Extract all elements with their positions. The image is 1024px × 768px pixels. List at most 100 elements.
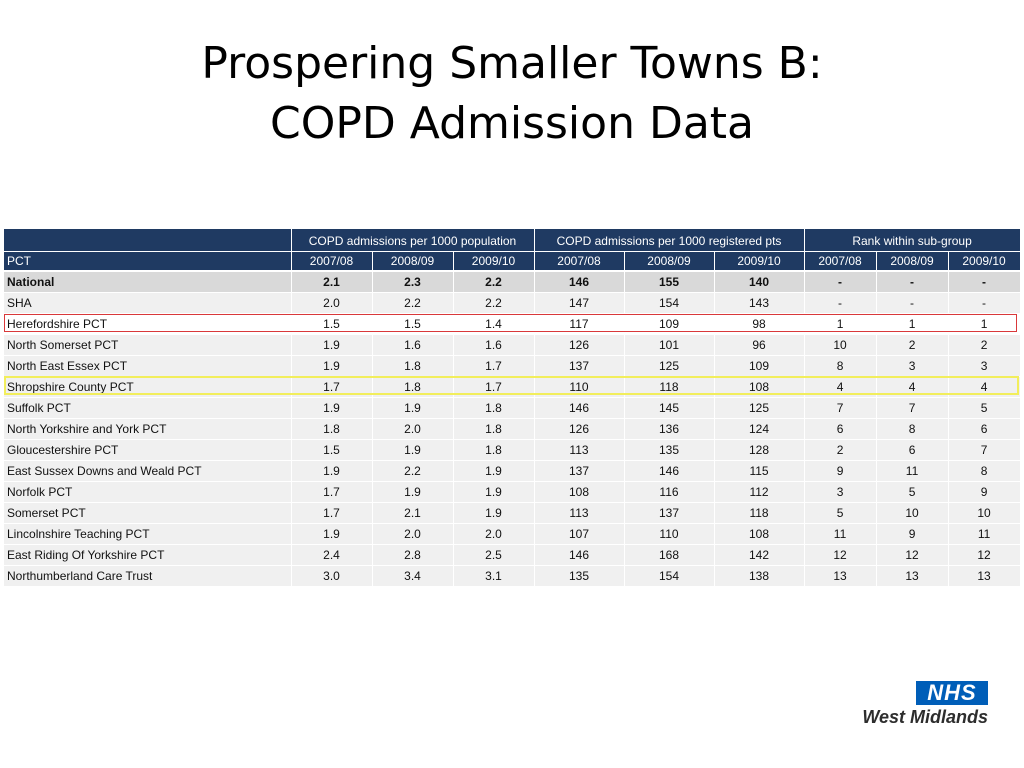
value-cell: 1.5: [291, 439, 373, 461]
value-cell: -: [948, 271, 1021, 293]
value-cell: 108: [534, 481, 625, 503]
pct-name-cell: Lincolnshire Teaching PCT: [4, 523, 292, 545]
value-cell: 1.8: [372, 376, 454, 398]
value-cell: 2: [948, 334, 1021, 356]
value-cell: 5: [876, 481, 949, 503]
year-header: 2008/09: [372, 251, 454, 272]
value-cell: -: [804, 292, 877, 314]
group-header-rank: Rank within sub-group: [804, 229, 1021, 252]
value-cell: 1.7: [291, 502, 373, 524]
year-header: 2007/08: [804, 251, 877, 272]
slide-title-line-2: COPD Admission Data: [269, 98, 755, 149]
pct-name-cell: SHA: [4, 292, 292, 314]
table-row: Northumberland Care Trust 3.0 3.4 3.1 135 154…: [4, 565, 1021, 587]
value-cell: 109: [714, 355, 805, 377]
value-cell: 154: [624, 565, 715, 587]
value-cell: 2.2: [453, 292, 535, 314]
value-cell: 12: [876, 544, 949, 566]
nhs-region-name: West Midlands: [862, 707, 988, 727]
table-row: East Riding Of Yorkshire PCT 2.4 2.8 2.5 146…: [4, 544, 1021, 566]
value-cell: 113: [534, 502, 625, 524]
value-cell: 1.9: [291, 334, 373, 356]
value-cell: 3.0: [291, 565, 373, 587]
value-cell: 2.2: [372, 460, 454, 482]
value-cell: 1.5: [291, 313, 373, 335]
value-cell: 1.8: [372, 355, 454, 377]
year-header: 2008/09: [624, 251, 715, 272]
value-cell: 143: [714, 292, 805, 314]
value-cell: 125: [714, 397, 805, 419]
pct-name-cell: Suffolk PCT: [4, 397, 292, 419]
value-cell: 2.1: [372, 502, 454, 524]
value-cell: 1.7: [453, 376, 535, 398]
value-cell: 11: [804, 523, 877, 545]
pct-name-cell: Norfolk PCT: [4, 481, 292, 503]
value-cell: 154: [624, 292, 715, 314]
value-cell: 10: [948, 502, 1021, 524]
group-header-row: COPD admissions per 1000 population COPD…: [4, 229, 1021, 252]
nhs-logo-mark: NHS: [916, 681, 988, 705]
value-cell: 2.0: [372, 418, 454, 440]
value-cell: 6: [948, 418, 1021, 440]
value-cell: 137: [624, 502, 715, 524]
table-row: National 2.1 2.3 2.2 146 155 140- - -: [4, 271, 1021, 293]
table-row: East Sussex Downs and Weald PCT 1.9 2.2 1.9…: [4, 460, 1021, 482]
value-cell: 116: [624, 481, 715, 503]
value-cell: 118: [624, 376, 715, 398]
value-cell: 1.8: [453, 418, 535, 440]
pct-name-cell: Somerset PCT: [4, 502, 292, 524]
value-cell: 109: [624, 313, 715, 335]
value-cell: 7: [948, 439, 1021, 461]
nhs-west-midlands-logo: NHS West Midlands: [820, 681, 990, 729]
copd-admission-table: COPD admissions per 1000 population COPD…: [4, 229, 1021, 587]
value-cell: 1.9: [372, 397, 454, 419]
value-cell: 3.1: [453, 565, 535, 587]
pct-name-cell: North East Essex PCT: [4, 355, 292, 377]
value-cell: 1.9: [291, 397, 373, 419]
value-cell: 1.9: [453, 460, 535, 482]
value-cell: 145: [624, 397, 715, 419]
slide-title-line-1: Prospering Smaller Towns B:: [201, 38, 823, 89]
value-cell: 4: [804, 376, 877, 398]
value-cell: 147: [534, 292, 625, 314]
value-cell: 146: [624, 460, 715, 482]
value-cell: 146: [534, 397, 625, 419]
value-cell: 6: [876, 439, 949, 461]
value-cell: 8: [804, 355, 877, 377]
year-header-row: PCT 2007/08 2008/09 2009/10 2007/08 2008…: [4, 251, 1021, 272]
table-row: Shropshire County PCT 1.7 1.8 1.7 110 118 108 4…: [4, 376, 1021, 398]
value-cell: 2.0: [453, 523, 535, 545]
value-cell: 7: [876, 397, 949, 419]
value-cell: -: [804, 271, 877, 293]
value-cell: 13: [876, 565, 949, 587]
value-cell: 137: [534, 460, 625, 482]
value-cell: 13: [804, 565, 877, 587]
value-cell: 135: [624, 439, 715, 461]
value-cell: 1.6: [372, 334, 454, 356]
value-cell: 96: [714, 334, 805, 356]
pct-name-cell: National: [4, 271, 292, 293]
value-cell: 8: [948, 460, 1021, 482]
value-cell: 1.9: [453, 481, 535, 503]
year-header: 2009/10: [453, 251, 535, 272]
value-cell: -: [876, 292, 949, 314]
value-cell: 1.9: [291, 355, 373, 377]
group-header-registered: COPD admissions per 1000 registered pts: [534, 229, 805, 252]
pct-header-spacer: [4, 229, 292, 252]
value-cell: 11: [948, 523, 1021, 545]
value-cell: 2: [876, 334, 949, 356]
value-cell: 1.6: [453, 334, 535, 356]
value-cell: 9: [948, 481, 1021, 503]
value-cell: 4: [876, 376, 949, 398]
pct-name-cell: North Yorkshire and York PCT: [4, 418, 292, 440]
value-cell: 137: [534, 355, 625, 377]
value-cell: 1.9: [372, 481, 454, 503]
pct-name-cell: East Riding Of Yorkshire PCT: [4, 544, 292, 566]
pct-name-cell: East Sussex Downs and Weald PCT: [4, 460, 292, 482]
value-cell: 3: [876, 355, 949, 377]
value-cell: 108: [714, 523, 805, 545]
table-row: SHA 2.0 2.2 2.2 147 154 143- - -: [4, 292, 1021, 314]
year-header: 2007/08: [534, 251, 625, 272]
value-cell: 1: [948, 313, 1021, 335]
table-row: North Somerset PCT 1.9 1.6 1.6 126 101 96 10 2 2: [4, 334, 1021, 356]
